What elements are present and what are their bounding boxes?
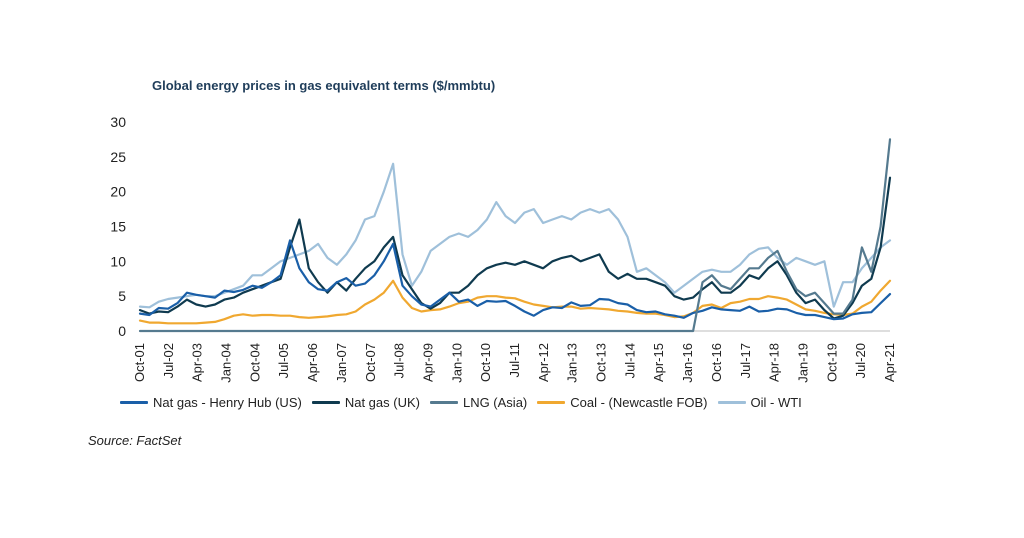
legend-swatch-1 <box>311 400 340 404</box>
x-tick-label-1: Jul-02 <box>161 343 176 378</box>
x-axis: Oct-01 Jul-02 Apr-03 Jan-04 Oct-04 Jul-05 Apr-… <box>132 330 897 383</box>
chart-legend: Nat gas - Henry Hub (US) Nat gas (UK) LNG … <box>120 392 920 412</box>
x-tick-label-14: Apr-12 <box>536 343 551 382</box>
x-tick-label-21: Jul-17 <box>738 343 753 378</box>
y-axis: 0 5 10 15 20 25 30 <box>110 114 126 339</box>
x-tick-label-12: Oct-10 <box>478 343 493 382</box>
legend-item-3: Coal - (Newcastle FOB) <box>537 394 708 410</box>
chart-title: Global energy prices in gas equivalent t… <box>152 78 496 93</box>
y-tick-label-1: 5 <box>118 288 126 304</box>
y-tick-label-6: 30 <box>110 114 126 130</box>
x-tick-label-15: Jan-13 <box>565 343 580 383</box>
x-tick-label-23: Jan-19 <box>795 343 810 383</box>
legend-swatch-0 <box>120 400 148 404</box>
x-tick-label-24: Oct-19 <box>824 343 839 382</box>
x-tick-label-4: Oct-04 <box>247 343 262 382</box>
series-line-0 <box>138 239 892 321</box>
series-line-3 <box>138 279 892 325</box>
y-tick-label-4: 20 <box>110 184 126 200</box>
x-tick-label-26: Apr-21 <box>882 343 897 382</box>
source-note: Source: FactSet <box>88 433 182 448</box>
series-layer <box>138 138 892 333</box>
x-tick-label-6: Apr-06 <box>305 343 320 382</box>
x-tick-label-0: Oct-01 <box>132 343 147 382</box>
x-tick-label-18: Apr-15 <box>651 343 666 382</box>
x-tick-label-10: Apr-09 <box>420 343 435 382</box>
x-tick-label-20: Oct-16 <box>709 343 724 382</box>
legend-label-1: Nat gas (UK) <box>344 394 420 410</box>
x-tick-label-17: Jul-14 <box>622 343 637 378</box>
legend-swatch-2 <box>429 400 458 404</box>
legend-label-4: Oil - WTI <box>750 394 802 410</box>
x-tick-label-22: Apr-18 <box>767 343 782 382</box>
x-tick-label-16: Oct-13 <box>594 343 609 382</box>
x-tick-label-5: Jul-05 <box>276 343 291 378</box>
series-line-1 <box>138 176 892 320</box>
y-tick-label-5: 25 <box>110 149 126 165</box>
x-tick-label-9: Jul-08 <box>392 343 407 378</box>
x-tick-label-13: Jul-11 <box>507 343 522 377</box>
legend-swatch-3 <box>537 400 566 404</box>
x-tick-label-7: Jan-07 <box>334 343 349 383</box>
y-tick-label-3: 15 <box>110 219 126 235</box>
y-tick-label-0: 0 <box>118 323 126 339</box>
legend-swatch-4 <box>717 400 746 404</box>
legend-item-1: Nat gas (UK) <box>311 394 420 410</box>
legend-item-4: Oil - WTI <box>717 394 802 410</box>
legend-item-0: Nat gas - Henry Hub (US) <box>120 395 302 410</box>
y-tick-label-2: 10 <box>110 253 126 269</box>
legend-label-0: Nat gas - Henry Hub (US) <box>153 394 302 410</box>
legend-item-2: LNG (Asia) <box>429 394 528 410</box>
x-tick-label-8: Oct-07 <box>363 343 378 382</box>
x-tick-label-25: Jul-20 <box>853 343 868 378</box>
x-tick-label-3: Jan-04 <box>219 343 234 383</box>
x-tick-label-11: Jan-10 <box>449 343 464 383</box>
legend-label-2: LNG (Asia) <box>462 394 528 410</box>
series-line-2 <box>138 138 892 333</box>
x-tick-label-2: Apr-03 <box>190 343 205 382</box>
x-tick-label-19: Jan-16 <box>680 343 695 383</box>
legend-label-3: Coal - (Newcastle FOB) <box>570 394 708 410</box>
series-line-4 <box>138 162 892 309</box>
